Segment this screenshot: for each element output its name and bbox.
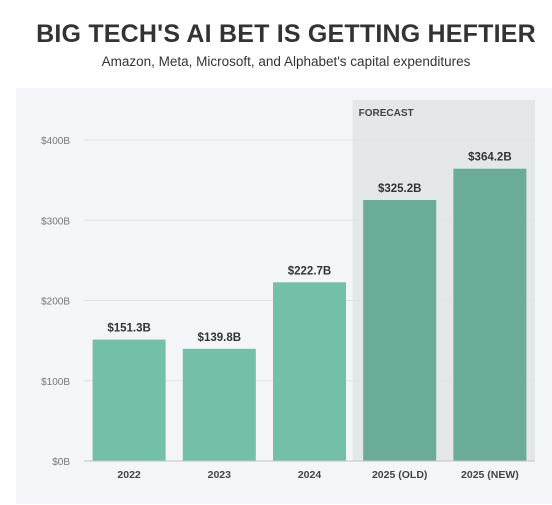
x-tick-label: 2023: [208, 469, 232, 481]
data-label: $325.2B: [378, 183, 421, 195]
x-tick-label: 2025 (NEW): [461, 469, 519, 481]
data-label: $222.7B: [288, 265, 331, 277]
y-tick-label: $0B: [52, 457, 70, 468]
chart-title: BIG TECH'S AI BET IS GETTING HEFTIER: [36, 20, 536, 48]
x-tick-label: 2022: [117, 469, 141, 481]
x-tick-label: 2024: [298, 469, 322, 481]
bar: [453, 168, 527, 462]
y-tick-label: $100B: [41, 377, 70, 388]
data-label: $364.2B: [468, 152, 511, 164]
forecast-label: FORECAST: [359, 108, 414, 119]
bar: [92, 339, 166, 461]
bar: [182, 348, 256, 461]
y-tick-label: $200B: [41, 297, 70, 308]
data-label: $139.8B: [198, 332, 241, 344]
data-label: $151.3B: [107, 323, 150, 335]
bar: [273, 282, 346, 461]
x-tick-label: 2025 (OLD): [372, 469, 427, 481]
y-tick-label: $300B: [41, 216, 70, 227]
bar: [363, 200, 437, 462]
y-tick-label: $400B: [41, 136, 70, 147]
chart-subtitle: Amazon, Meta, Microsoft, and Alphabet's …: [101, 54, 471, 69]
